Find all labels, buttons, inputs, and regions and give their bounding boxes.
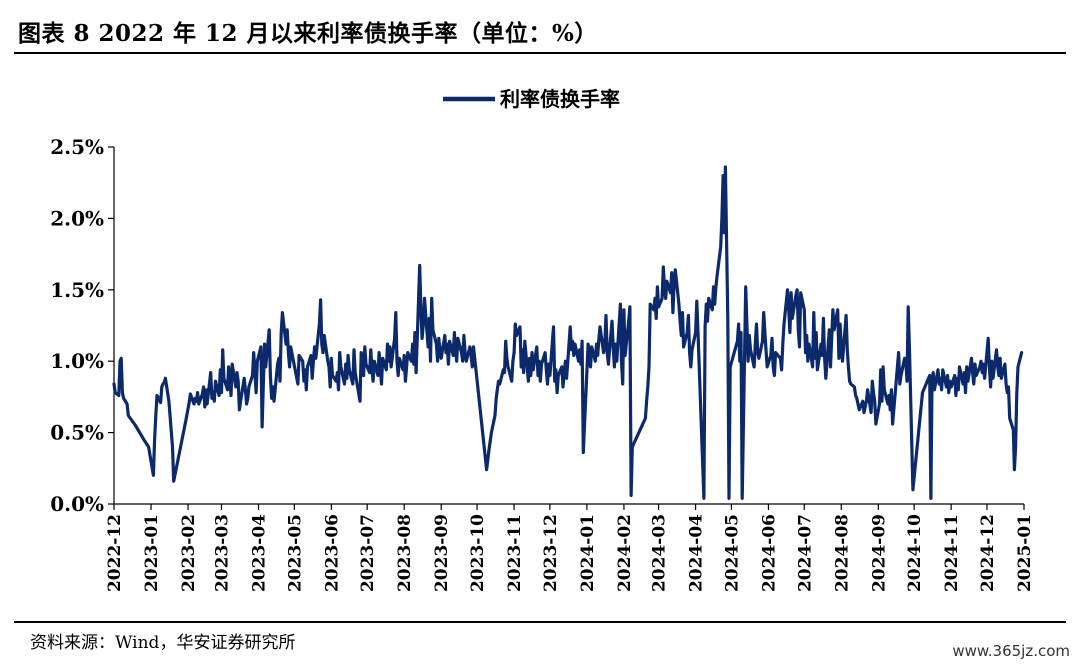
y-tick-label: 2.5% — [50, 135, 104, 159]
figure-title: 图表 8 2022 年 12 月以来利率债换手率（单位：%） — [18, 20, 598, 47]
x-axis: 2022-12 2023-01 2023-02 2023-03 2023-04 2023-… — [105, 503, 1035, 592]
x-tick-label: 2024-04 — [687, 514, 707, 592]
x-tick-label: 2022-12 — [105, 514, 125, 592]
x-tick-label: 2024-11 — [942, 514, 962, 592]
turnover-line-chart: 利率债换手率 0.0%0.5%1.0%1.5%2.0%2.5% 2022-12 2… — [50, 87, 1035, 592]
y-tick-label: 0.0% — [50, 492, 104, 516]
y-tick-label: 1.0% — [50, 349, 104, 373]
x-tick-label: 2024-03 — [650, 514, 670, 592]
source-note: 资料来源：Wind，华安证券研究所 — [30, 633, 296, 653]
x-tick-label: 2024-07 — [795, 514, 815, 592]
x-tick-label: 2023-02 — [179, 514, 199, 592]
x-tick-label: 2024-09 — [869, 514, 889, 592]
x-tick-label: 2023-01 — [142, 514, 162, 592]
x-tick-label: 2023-05 — [285, 514, 305, 592]
x-tick-label: 2024-06 — [759, 514, 779, 592]
x-tick-label: 2024-05 — [722, 514, 742, 592]
x-tick-label: 2023-03 — [212, 514, 232, 592]
y-tick-label: 2.0% — [50, 206, 104, 230]
plot-area — [112, 165, 1024, 500]
x-tick-label: 2024-02 — [615, 514, 635, 592]
x-tick-label: 2024-01 — [578, 514, 598, 592]
x-tick-label: 2024-08 — [832, 514, 852, 592]
x-tick-label: 2025-01 — [1015, 514, 1035, 592]
y-tick-label: 0.5% — [50, 421, 104, 445]
footer-rule — [14, 621, 1066, 623]
x-tick-label: 2023-07 — [358, 514, 378, 592]
series-line-turnover — [112, 165, 1024, 500]
x-tick-label: 2023-06 — [322, 514, 342, 592]
x-tick-label: 2023-12 — [541, 514, 561, 592]
x-tick-label: 2023-04 — [250, 514, 270, 592]
x-tick-label: 2023-08 — [395, 514, 415, 592]
legend: 利率债换手率 — [443, 87, 620, 111]
x-tick-label: 2023-10 — [468, 514, 488, 592]
y-axis: 0.0% 0.5% 1.0% 1.5% 2.0% 2.5% — [50, 135, 115, 516]
y-tick-label: 1.5% — [50, 278, 104, 302]
legend-label: 利率债换手率 — [500, 87, 620, 111]
title-rule — [14, 52, 1066, 54]
watermark: www.365jz.com — [952, 642, 1070, 660]
x-tick-label: 2023-11 — [505, 514, 525, 592]
x-tick-label: 2023-09 — [432, 514, 452, 592]
x-tick-label: 2024-12 — [978, 514, 998, 592]
x-tick-label: 2024-10 — [905, 514, 925, 592]
